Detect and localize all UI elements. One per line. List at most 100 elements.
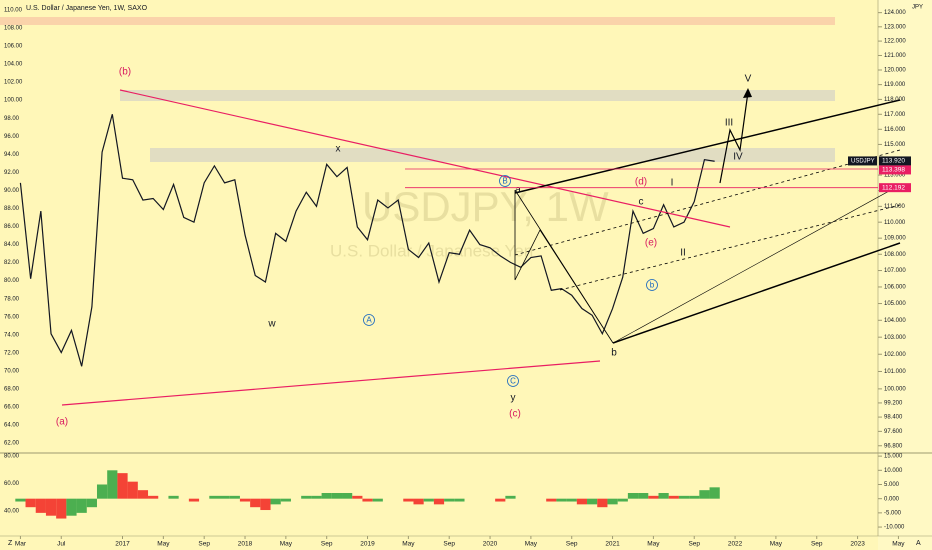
osc-bar xyxy=(96,484,108,499)
x-tick-label: Sep xyxy=(811,541,823,548)
y-tick-label: 102.000 xyxy=(884,352,906,358)
currency: JPY xyxy=(912,5,923,11)
osc-bar xyxy=(403,498,414,502)
osc-bar xyxy=(56,498,67,519)
osc-bar xyxy=(587,498,598,505)
osc-bar xyxy=(117,473,128,499)
osc-bar xyxy=(301,495,312,499)
osc-bar xyxy=(678,495,690,499)
y-tick-label: 111.000 xyxy=(884,204,905,210)
channel-mid xyxy=(559,204,901,291)
osc-bar xyxy=(321,493,332,499)
wave-path xyxy=(514,189,614,344)
projection xyxy=(719,91,749,184)
y-tick-label: 101.000 xyxy=(884,369,906,375)
x-tick-label: May xyxy=(770,541,783,548)
y2-tick-label: 64.00 xyxy=(4,423,20,429)
y2-tick-label: 98.00 xyxy=(4,116,20,122)
circled-labels xyxy=(363,175,658,387)
channel-mid xyxy=(612,184,901,344)
watermark-sub: U.S. Dollar / Japanese Yen xyxy=(330,241,533,260)
osc-bar xyxy=(433,498,445,505)
x-tick-label: May xyxy=(280,541,293,548)
osc-bar xyxy=(45,498,57,516)
osc-y2-tick-label: 40.00 xyxy=(4,509,20,515)
wave-label: (e) xyxy=(645,238,657,249)
y-tick-label: 116.000 xyxy=(884,127,906,133)
osc-bar xyxy=(495,498,506,502)
osc-bar xyxy=(413,498,424,505)
symbol-tag xyxy=(848,156,877,166)
wave-label: II xyxy=(680,248,686,259)
y2-tick-label: 72.00 xyxy=(4,350,20,356)
y-tick-label: 105.000 xyxy=(884,301,906,307)
x-tick-label: 2023 xyxy=(850,541,865,548)
wave-label: w xyxy=(267,319,276,330)
price-tag xyxy=(879,183,911,193)
y2-tick-label: 96.00 xyxy=(4,134,20,140)
x-tick-label: Sep xyxy=(321,541,333,548)
chart-title: U.S. Dollar / Japanese Yen, 1W, SAXO xyxy=(26,5,148,12)
price-axis xyxy=(878,0,932,550)
y-tick-label: 104.000 xyxy=(884,318,906,324)
y2-tick-label: 76.00 xyxy=(4,314,20,320)
y-tick-label: 99.200 xyxy=(884,401,903,407)
x-tick-label: Mar xyxy=(15,541,27,548)
osc-bar xyxy=(168,495,179,499)
x-tick-label: 2017 xyxy=(115,541,130,548)
wave-label: C xyxy=(510,377,516,386)
y2-tick-label: 108.00 xyxy=(4,26,23,32)
y2-tick-label: 90.00 xyxy=(4,188,20,194)
osc-bar xyxy=(576,498,588,505)
y-tick-label: 100.000 xyxy=(884,386,906,392)
plot xyxy=(19,114,715,367)
y2-tick-label: 68.00 xyxy=(4,387,20,393)
wave-label: A xyxy=(366,316,372,325)
osc-bar xyxy=(280,498,291,502)
osc-tick-label: -5.000 xyxy=(884,510,902,516)
tz-button[interactable]: Z xyxy=(8,540,13,547)
y2-tick-label: 66.00 xyxy=(4,405,20,411)
osc-bar xyxy=(566,498,577,502)
osc-y2-tick-label: 60.00 xyxy=(4,481,20,487)
y2-tick-label: 62.00 xyxy=(4,441,20,447)
osc-bar xyxy=(352,495,363,499)
y-tick-label: 121.000 xyxy=(884,53,906,59)
x-tick-label: Sep xyxy=(198,541,210,548)
x-tick-label: Sep xyxy=(443,541,455,548)
osc-bar xyxy=(270,498,281,505)
osc-bar xyxy=(699,490,710,499)
y2-tick-label: 94.00 xyxy=(4,152,20,158)
osc-bar xyxy=(556,498,567,502)
y2-tick-label: 106.00 xyxy=(4,44,23,50)
wave-label: I xyxy=(671,178,674,189)
osc-tick-label: 5.000 xyxy=(884,482,900,488)
osc-bar xyxy=(127,481,138,499)
y2-tick-label: 92.00 xyxy=(4,170,20,176)
x-tick-label: 2019 xyxy=(360,541,375,548)
osc-bar xyxy=(607,498,618,505)
osc-bar xyxy=(66,498,77,516)
osc-bar xyxy=(668,495,679,499)
zone xyxy=(0,17,835,25)
wave-label: (d) xyxy=(635,177,647,188)
wave-label: B xyxy=(502,177,507,186)
y-tick-label: 120.000 xyxy=(884,68,906,74)
auto-button[interactable]: A xyxy=(916,540,921,547)
channel-line xyxy=(612,242,901,344)
x-tick-label: Sep xyxy=(566,541,578,548)
osc-bar xyxy=(219,495,230,499)
osc-bar xyxy=(15,498,26,502)
x-tick-label: Sep xyxy=(688,541,700,548)
x-tick-label: 2020 xyxy=(483,541,498,548)
osc-tick-label: 10.000 xyxy=(884,468,903,474)
wave-label: (b) xyxy=(119,67,131,78)
zone xyxy=(120,90,835,101)
y-tick-label: 122.000 xyxy=(884,39,906,45)
osc-bar xyxy=(260,498,271,511)
wave-label: IV xyxy=(733,152,743,163)
wave-label: y xyxy=(511,393,516,404)
osc-tick-label: 0.000 xyxy=(884,496,900,502)
